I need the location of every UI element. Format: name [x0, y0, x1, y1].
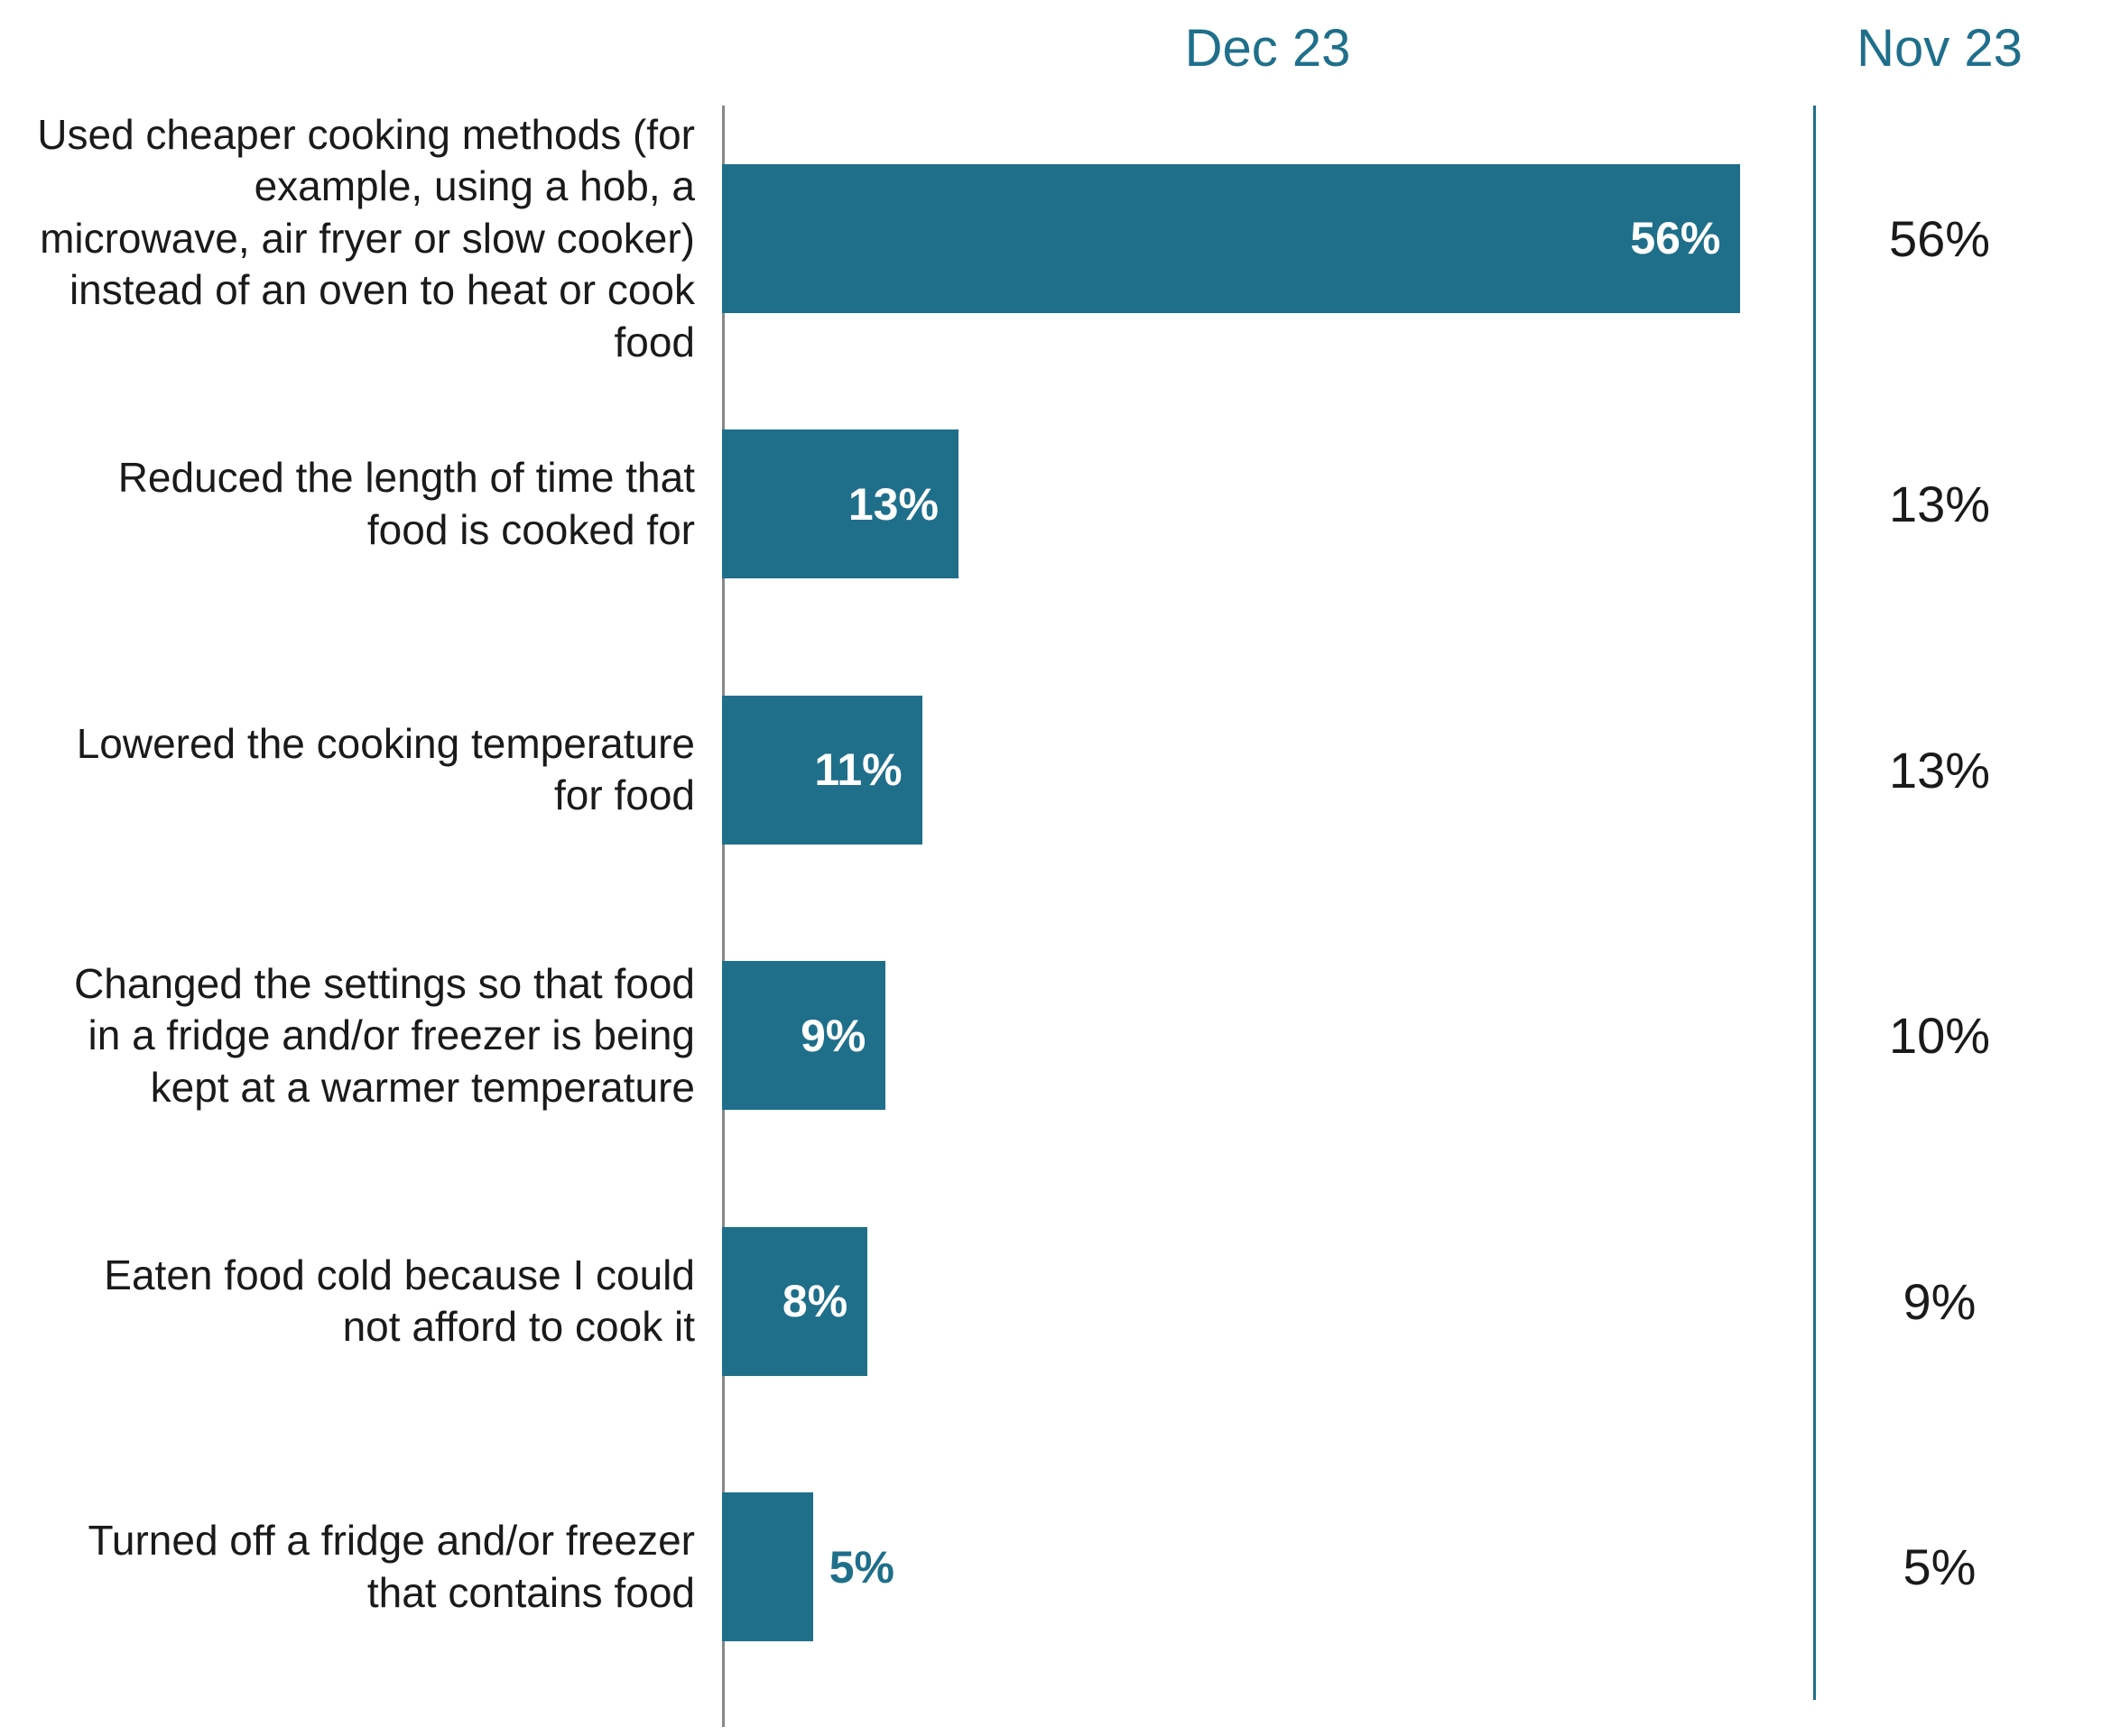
row-label: Turned off a fridge and/or freezer that … — [36, 1435, 722, 1701]
nov-divider — [1813, 903, 1816, 1169]
bar-area: 11% — [722, 637, 1813, 903]
nov-divider — [1813, 637, 1816, 903]
nov-divider — [1813, 106, 1816, 372]
nov-value-text: 56% — [1889, 209, 1990, 268]
nov-divider — [1813, 372, 1816, 638]
nov-value-text: 9% — [1903, 1272, 1977, 1331]
bar: 56% — [722, 164, 1740, 313]
bar-area: 9% — [722, 903, 1813, 1169]
nov-value-text: 13% — [1889, 475, 1990, 533]
row-label: Eaten food cold because I could not affo… — [36, 1168, 722, 1435]
nov-divider — [1813, 1435, 1816, 1701]
bar: 9% — [722, 961, 885, 1110]
bar-area: 8% — [722, 1168, 1813, 1435]
bar-value-label: 5% — [829, 1541, 894, 1593]
bar-value-label: 8% — [782, 1275, 847, 1327]
nov-value-text: 5% — [1903, 1537, 1977, 1596]
chart-row: Eaten food cold because I could not affo… — [36, 1168, 2066, 1435]
nov-value: 5% — [1813, 1435, 2066, 1701]
nov-divider — [1813, 1168, 1816, 1435]
nov-header: Nov 23 — [1813, 18, 2066, 78]
nov-value: 10% — [1813, 903, 2066, 1169]
nov-value: 9% — [1813, 1168, 2066, 1435]
bar-area: 5% — [722, 1435, 1813, 1701]
bar-value-label: 13% — [848, 478, 939, 531]
chart-row: Turned off a fridge and/or freezer that … — [36, 1435, 2066, 1701]
bar-area: 13% — [722, 372, 1813, 638]
bar-chart: Dec 23 Nov 23 Used cheaper cooking metho… — [36, 18, 2066, 1700]
bar — [722, 1492, 813, 1641]
bar-area: 56% — [722, 106, 1813, 372]
nov-value-text: 10% — [1889, 1006, 1990, 1065]
chart-row: Changed the settings so that food in a f… — [36, 903, 2066, 1169]
chart-row: Lowered the cooking temperature for food… — [36, 637, 2066, 903]
dec-header: Dec 23 — [722, 18, 1813, 78]
bar: 13% — [722, 429, 958, 578]
row-label: Changed the settings so that food in a f… — [36, 903, 722, 1169]
nov-value: 13% — [1813, 637, 2066, 903]
row-label: Reduced the length of time that food is … — [36, 372, 722, 638]
bar: 8% — [722, 1227, 867, 1376]
chart-row: Used cheaper cooking methods (for exampl… — [36, 106, 2066, 372]
nov-value: 56% — [1813, 106, 2066, 372]
bar: 11% — [722, 696, 922, 845]
row-label: Lowered the cooking temperature for food — [36, 637, 722, 903]
chart-header-row: Dec 23 Nov 23 — [36, 18, 2066, 78]
bar-value-label: 9% — [801, 1010, 866, 1062]
bar-value-label: 11% — [814, 743, 902, 796]
nov-value: 13% — [1813, 372, 2066, 638]
chart-rows: Used cheaper cooking methods (for exampl… — [36, 106, 2066, 1700]
nov-value-text: 13% — [1889, 741, 1990, 799]
bar-value-label: 56% — [1630, 212, 1720, 264]
row-label: Used cheaper cooking methods (for exampl… — [36, 106, 722, 372]
chart-row: Reduced the length of time that food is … — [36, 372, 2066, 638]
